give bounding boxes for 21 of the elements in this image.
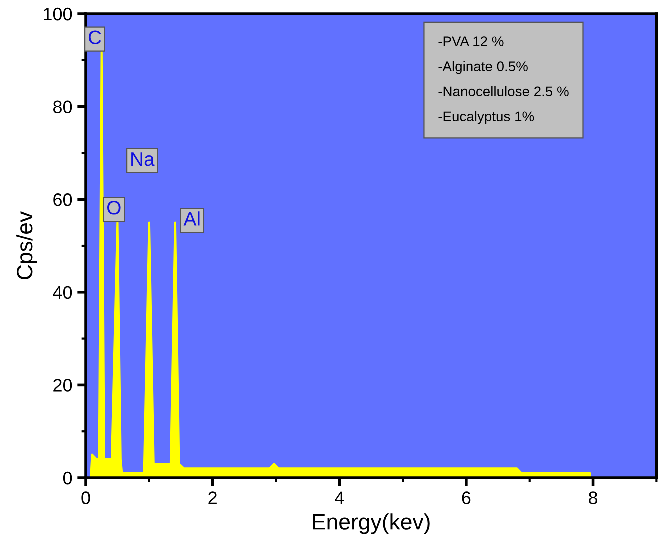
annotation: -Eucalyptus 1% <box>438 111 534 124</box>
y-tick-label: 0 <box>63 472 72 485</box>
annotation: -Nanocellulose 2.5 % <box>438 86 569 97</box>
annotation: Al <box>184 212 200 226</box>
y-tick-label: 40 <box>53 286 72 300</box>
y-tick-label: 100 <box>44 8 72 21</box>
y-axis-title: Cps/ev <box>16 211 38 280</box>
x-tick-label: 4 <box>335 492 344 504</box>
annotation: -Alginate 0.5% <box>438 61 528 74</box>
x-axis-title: Energy(kev) <box>313 514 430 534</box>
y-tick-label: 60 <box>54 194 72 206</box>
x-tick-label: 0 <box>82 492 90 504</box>
y-tick-label: 80 <box>54 100 72 114</box>
x-tick-label: 6 <box>462 492 471 504</box>
annotation: -PVA 12 % <box>438 36 504 46</box>
annotation: Na <box>132 152 155 166</box>
y-tick-label: 20 <box>54 379 72 392</box>
annotation: C <box>88 30 102 44</box>
x-tick-label: 2 <box>208 492 217 504</box>
x-tick-label: 8 <box>589 492 598 504</box>
annotation: O <box>108 201 121 215</box>
